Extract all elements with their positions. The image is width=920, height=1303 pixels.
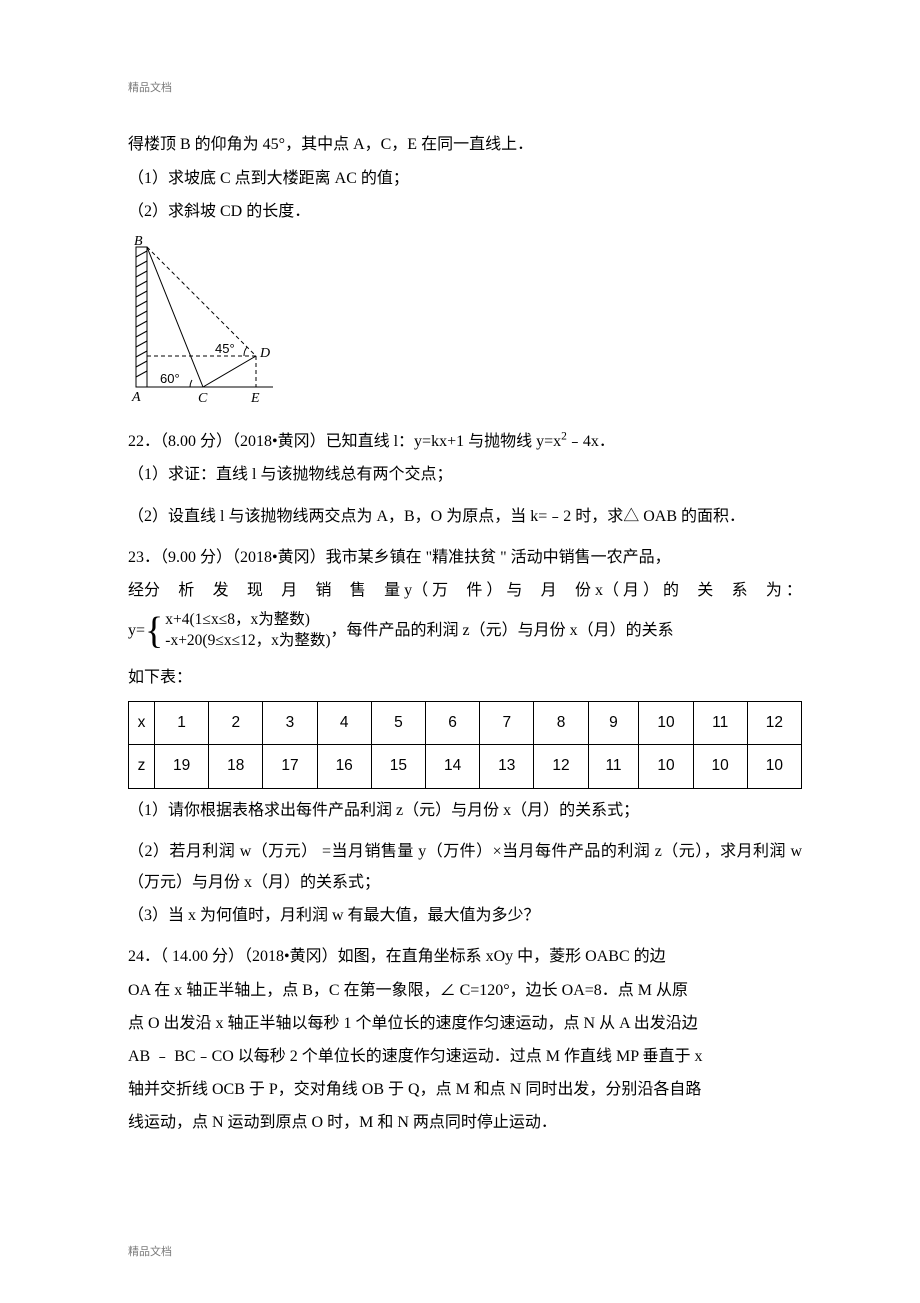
th-x: x (129, 702, 155, 745)
piece-bottom: -x+20(9≤x≤12，x为整数) (165, 631, 330, 652)
cell: 1 (154, 702, 208, 745)
triangle-diagram: B A C D E 45° 60° (128, 235, 283, 407)
cell: 13 (480, 745, 534, 788)
cell: 12 (534, 745, 588, 788)
piece-top: x+4(1≤x≤8，x为整数) (165, 610, 330, 631)
cell: 6 (426, 702, 480, 745)
label-45: 45° (215, 341, 235, 356)
q23-stem1: 23．（9.00 分）（2018•黄冈）我市某乡镇在 "精准扶贫 " 活动中销售… (128, 542, 802, 573)
cell: 14 (426, 745, 480, 788)
cell: 4 (317, 702, 371, 745)
cell: 5 (371, 702, 425, 745)
label-60: 60° (160, 371, 180, 386)
cell: 9 (588, 702, 639, 745)
label-b: B (134, 235, 143, 249)
cell: 3 (263, 702, 317, 745)
q24-line4: AB ﹣ BC﹣CO 以每秒 2 个单位长的速度作匀速运动．过点 M 作直线 M… (128, 1041, 802, 1072)
cell: 10 (747, 745, 801, 788)
profit-table: x 1 2 3 4 5 6 7 8 9 10 11 12 z 19 18 17 … (128, 701, 802, 788)
cell: 12 (747, 702, 801, 745)
q24-line3: 点 O 出发沿 x 轴正半轴以每秒 1 个单位长的速度作匀速运动，点 N 从 A… (128, 1008, 802, 1039)
q22-stem-b: ﹣4x． (567, 433, 615, 450)
intro-sub1: （1）求坡底 C 点到大楼距离 AC 的值； (128, 163, 802, 194)
q23-stem2: 经分 析 发 现 月 销 售 量 y（ 万 件 ） 与 月 份 x（ 月 ） 的… (128, 575, 802, 606)
cell: 15 (371, 745, 425, 788)
footer-label: 精品文档 (128, 1243, 172, 1259)
label-c: C (198, 391, 208, 406)
q22-sub2: （2）设直线 l 与该抛物线两交点为 A，B，O 为原点，当 k=﹣2 时，求△… (128, 501, 802, 532)
cell: 10 (693, 745, 747, 788)
q22-stem-a: 22．（8.00 分）（2018•黄冈）已知直线 l：y=kx+1 与抛物线 y… (128, 433, 561, 450)
q23-sub2: （2）若月利润 w（万元） =当月销售量 y（万件）×当月每件产品的利润 z（元… (128, 836, 802, 898)
q24-line6: 线运动，点 N 运动到原点 O 时，M 和 N 两点同时停止运动． (128, 1107, 802, 1138)
q24-line1: 24．（ 14.00 分）（2018•黄冈）如图，在直角坐标系 xOy 中，菱形… (128, 941, 802, 972)
cell: 10 (639, 745, 693, 788)
q22-stem: 22．（8.00 分）（2018•黄冈）已知直线 l：y=kx+1 与抛物线 y… (128, 426, 802, 457)
piece-suffix: ，每件产品的利润 z（元）与月份 x（月）的关系 (331, 615, 674, 646)
header-label: 精品文档 (128, 78, 802, 99)
cell: 16 (317, 745, 371, 788)
page-content: 精品文档 得楼顶 B 的仰角为 45°，其中点 A，C，E 在同一直线上． （1… (0, 0, 920, 1138)
q22-sub1: （1）求证：直线 l 与该抛物线总有两个交点； (128, 459, 802, 490)
q23-sub1: （1）请你根据表格求出每件产品利润 z（元）与月份 x（月）的关系式； (128, 795, 802, 826)
label-d: D (259, 346, 270, 361)
q23-after-piece: 如下表： (128, 662, 802, 693)
cell: 11 (693, 702, 747, 745)
piece-prefix: y= (128, 615, 145, 646)
piece-cases: x+4(1≤x≤8，x为整数) -x+20(9≤x≤12，x为整数) (165, 610, 330, 652)
q23-piecewise: y= { x+4(1≤x≤8，x为整数) -x+20(9≤x≤12，x为整数) … (128, 610, 802, 652)
cell: 10 (639, 702, 693, 745)
intro-sub2: （2）求斜坡 CD 的长度． (128, 196, 802, 227)
cell: 11 (588, 745, 639, 788)
label-e: E (250, 391, 260, 406)
q24-line2: OA 在 x 轴正半轴上，点 B，C 在第一象限，∠ C=120°，边长 OA=… (128, 975, 802, 1006)
brace-icon: { (145, 612, 163, 650)
q24-line5: 轴并交折线 OCB 于 P，交对角线 OB 于 Q，点 M 和点 N 同时出发，… (128, 1074, 802, 1105)
table-row: x 1 2 3 4 5 6 7 8 9 10 11 12 (129, 702, 802, 745)
geometry-figure: B A C D E 45° 60° (128, 235, 802, 418)
table-row: z 19 18 17 16 15 14 13 12 11 10 10 10 (129, 745, 802, 788)
intro-line1: 得楼顶 B 的仰角为 45°，其中点 A，C，E 在同一直线上． (128, 129, 802, 160)
label-a: A (131, 390, 141, 405)
cell: 17 (263, 745, 317, 788)
cell: 19 (154, 745, 208, 788)
cell: 7 (480, 702, 534, 745)
q23-sub3: （3）当 x 为何值时，月利润 w 有最大值，最大值为多少？ (128, 900, 802, 931)
cell: 8 (534, 702, 588, 745)
th-z: z (129, 745, 155, 788)
cell: 18 (209, 745, 263, 788)
cell: 2 (209, 702, 263, 745)
